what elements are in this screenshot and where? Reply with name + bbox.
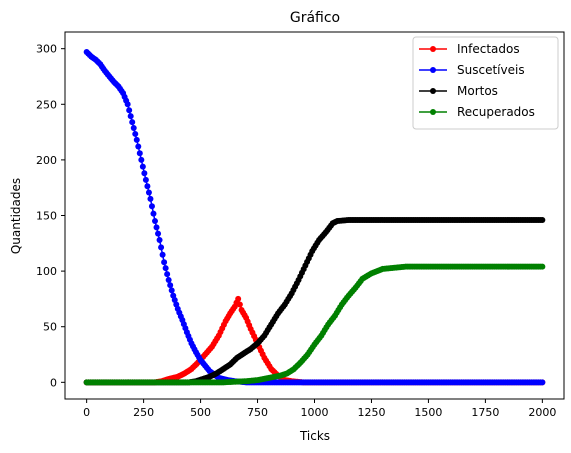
legend-item: Suscetíveis [419, 63, 525, 77]
data-point [539, 379, 546, 386]
series-layer [83, 49, 546, 386]
data-point [165, 277, 172, 283]
data-point [130, 125, 137, 132]
data-point [141, 170, 148, 177]
legend-item: Infectados [419, 42, 520, 56]
x-tick-label: 0 [83, 406, 90, 419]
data-point [159, 251, 166, 258]
legend-swatch-marker [430, 109, 436, 115]
x-tick-label: 1750 [471, 406, 499, 419]
data-point [135, 143, 142, 150]
data-point [147, 195, 154, 202]
plot-frame [64, 31, 565, 400]
y-tick-label: 150 [36, 210, 57, 223]
data-point [156, 236, 163, 243]
data-point [236, 301, 243, 308]
x-axis-label: Ticks [299, 429, 330, 443]
legend-label: Mortos [457, 84, 498, 98]
data-point [142, 176, 149, 183]
x-tick-label: 2000 [528, 406, 556, 419]
data-point [168, 287, 175, 294]
legend-swatch-marker [430, 67, 436, 73]
x-tick-label: 500 [190, 406, 211, 419]
y-tick-label: 200 [36, 154, 57, 167]
legend: Infectados Suscetíveis Mortos Recuperados [412, 36, 559, 130]
series-mortos [83, 216, 546, 386]
legend-label: Suscetíveis [457, 63, 525, 77]
data-point [139, 163, 146, 170]
legend-label: Infectados [457, 42, 520, 56]
y-tick-label: 100 [36, 265, 57, 278]
series-suscetíveis [83, 49, 546, 386]
data-point [155, 230, 162, 237]
data-point [158, 244, 165, 251]
y-tick-label: 300 [36, 43, 57, 56]
data-point [153, 224, 160, 231]
legend-swatch-marker [430, 88, 436, 94]
data-point [235, 295, 242, 302]
data-point [539, 216, 546, 223]
x-tick-label: 1000 [301, 406, 329, 419]
data-point [539, 263, 546, 270]
legend-box [412, 36, 559, 130]
y-axis-label: Quantidades [9, 178, 23, 254]
data-point [150, 210, 157, 217]
x-tick-label: 1250 [357, 406, 385, 419]
data-point [124, 101, 131, 108]
y-tick-label: 250 [36, 98, 57, 111]
y-tick-label: 0 [50, 376, 57, 389]
series-recuperados [83, 263, 546, 386]
data-point [164, 271, 171, 278]
data-point [162, 265, 169, 272]
x-tick-label: 1500 [414, 406, 442, 419]
data-point [167, 282, 174, 289]
legend-label: Recuperados [457, 105, 535, 119]
data-point [129, 119, 136, 126]
data-point [161, 259, 168, 266]
data-point [138, 156, 145, 163]
x-tick-label: 750 [247, 406, 268, 419]
data-point [132, 130, 139, 137]
ticks-layer: 0 250 500 750 1000 1250 1500 1750 2000 0 50 100 150 2… [36, 43, 556, 419]
data-point [127, 113, 134, 120]
data-point [136, 150, 143, 157]
data-point [148, 203, 155, 210]
legend-item: Recuperados [419, 105, 535, 119]
data-point [133, 136, 140, 143]
legend-item: Mortos [419, 84, 498, 98]
x-tick-label: 250 [133, 406, 154, 419]
data-point [152, 218, 158, 225]
data-point [126, 107, 133, 114]
data-point [145, 189, 152, 196]
chart-title: Gráfico [290, 10, 340, 26]
legend-swatch-marker [430, 46, 436, 52]
data-point [144, 183, 151, 190]
y-tick-label: 50 [43, 321, 57, 334]
